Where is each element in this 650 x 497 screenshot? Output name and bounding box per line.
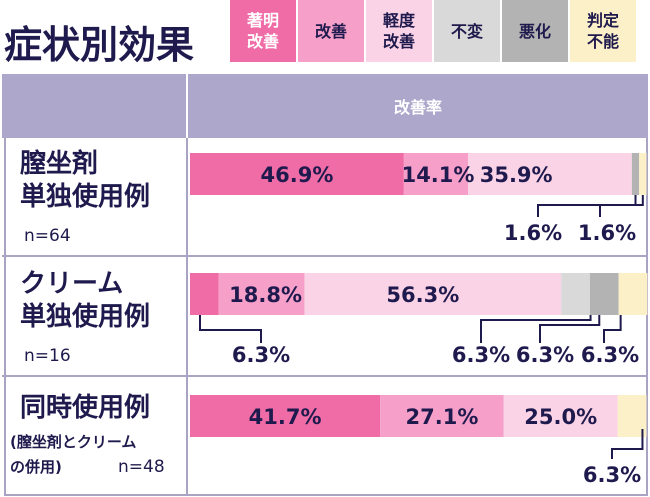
legend-item: 不変	[434, 0, 500, 62]
page-title: 症状別効果	[4, 23, 195, 67]
data-label: 25.0%	[524, 405, 597, 429]
callout-line	[603, 315, 622, 343]
row-1-sample-size: n=64	[24, 226, 71, 246]
row-label-2: クリーム 単独使用例	[20, 268, 150, 334]
data-label: 1.6%	[504, 221, 562, 245]
row-label-1: 膣坐剤 単独使用例	[20, 148, 150, 214]
data-label: 1.6%	[578, 221, 636, 245]
bar-segment	[639, 153, 647, 195]
row-2-name-line2: 単独使用例	[20, 302, 151, 332]
row-divider	[2, 375, 648, 377]
callout-line	[599, 195, 644, 217]
row-1-name-line1: 膣坐剤	[20, 149, 99, 179]
callout-line	[537, 195, 637, 217]
bar-segment	[190, 273, 219, 315]
table-header-bg	[2, 74, 648, 138]
data-label: 46.9%	[261, 163, 334, 187]
bar-segment	[468, 153, 632, 195]
callout-line	[480, 315, 592, 343]
data-label: 6.3%	[581, 343, 639, 367]
legend-item: 悪化	[502, 0, 568, 62]
legend-item: 著明 改善	[230, 0, 296, 62]
bar-segment	[190, 395, 381, 437]
row-3-sample-size: n=48	[118, 457, 165, 477]
data-label: 6.3%	[452, 343, 510, 367]
table-header-label: 改善率	[393, 98, 442, 117]
row-1-name-line2: 単独使用例	[20, 182, 151, 212]
bar-segment	[218, 273, 305, 315]
bar-segment	[190, 153, 404, 195]
data-label: 27.1%	[406, 405, 479, 429]
callout-line	[539, 315, 601, 343]
bar-segment	[589, 273, 619, 315]
row-3-name-line1: 同時使用例	[20, 393, 151, 423]
legend-item: 軽度 改善	[366, 0, 432, 62]
row-3-name-sub1: (膣坐剤とクリーム	[10, 433, 137, 451]
data-label: 14.1%	[402, 163, 475, 187]
callout-line	[199, 315, 262, 343]
data-label: 6.3%	[516, 343, 574, 367]
data-label: 56.3%	[386, 283, 459, 307]
bar-segment	[503, 395, 618, 437]
bar-segment	[561, 273, 590, 315]
data-label: 6.3%	[232, 343, 290, 367]
data-label: 41.7%	[249, 405, 322, 429]
row-2-name-line1: クリーム	[20, 269, 124, 299]
data-label: 35.9%	[480, 163, 553, 187]
bar-segment	[631, 153, 640, 195]
data-label: 6.3%	[583, 463, 641, 487]
callout-line	[611, 429, 644, 459]
data-label: 18.8%	[229, 283, 302, 307]
bar-segment	[304, 273, 562, 315]
bar-segment	[380, 395, 504, 437]
row-label-3: 同時使用例	[20, 392, 150, 425]
row-3-name-sub2: の併用)	[10, 458, 62, 476]
bar-segment	[403, 153, 469, 195]
bar-segment	[618, 273, 648, 315]
legend-item: 改善	[298, 0, 364, 62]
legend-item: 判定 不能	[570, 0, 636, 62]
column-divider	[186, 138, 188, 496]
row-divider	[2, 255, 648, 257]
row-2-sample-size: n=16	[24, 346, 71, 366]
